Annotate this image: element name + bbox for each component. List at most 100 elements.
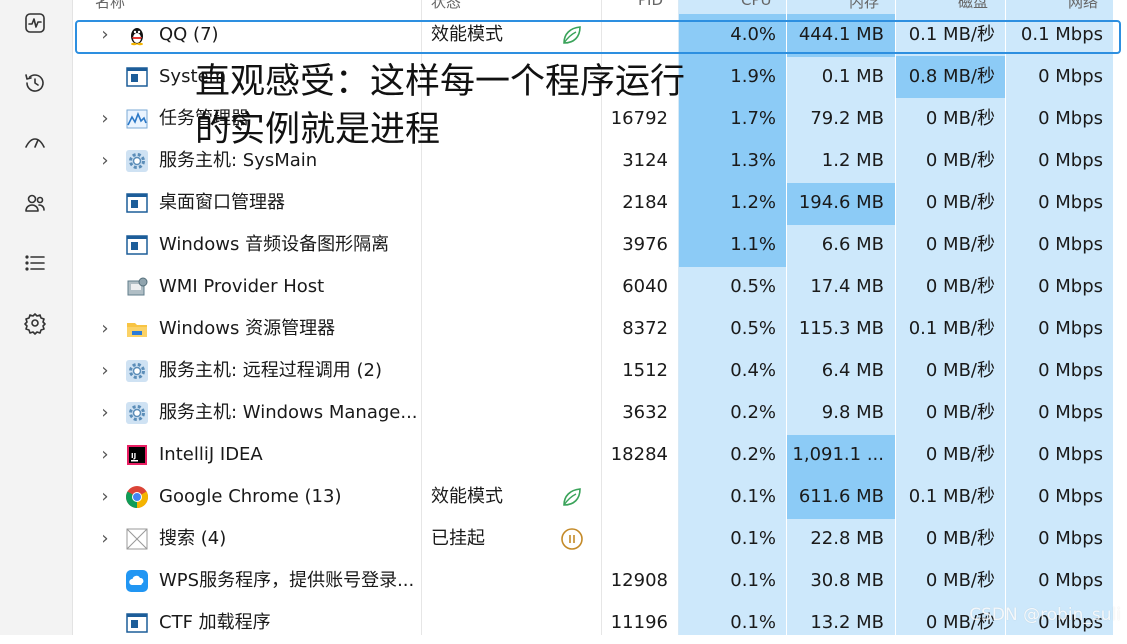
process-list: 名称 状态 PID CPU 内存 磁盘 网络 › QQ (7) 效能模式 4.0% 44…	[73, 0, 1127, 635]
process-cpu: 0.1%	[730, 486, 776, 507]
disk-high-highlight	[895, 56, 1005, 98]
chevron-right-icon[interactable]: ›	[101, 402, 109, 423]
header-memory[interactable]: 内存	[849, 0, 880, 11]
process-cpu: 0.1%	[730, 528, 776, 549]
process-disk: 0 MB/秒	[925, 360, 995, 381]
process-row[interactable]: System 1.9% 0.1 MB 0.8 MB/秒 0 Mbps	[73, 56, 1127, 98]
process-row[interactable]: 桌面窗口管理器 2184 1.2% 194.6 MB 0 MB/秒 0 Mbps	[73, 182, 1127, 224]
header-network[interactable]: 网络	[1068, 0, 1099, 11]
disk-column-bg	[895, 0, 1005, 635]
header-cpu[interactable]: CPU	[741, 0, 772, 9]
process-disk: 0 MB/秒	[925, 108, 995, 129]
process-network: 0 Mbps	[1038, 360, 1103, 381]
process-name: WMI Provider Host	[159, 276, 325, 297]
chevron-right-icon[interactable]: ›	[101, 444, 109, 465]
process-row[interactable]: WPS服务程序，提供账号登录... 12908 0.1% 30.8 MB 0 MB/秒 0…	[73, 560, 1127, 602]
process-status: 效能模式	[431, 486, 503, 507]
process-row[interactable]: › 服务主机: SysMain 3124 1.3% 1.2 MB 0 MB/秒 0 Mbps	[73, 140, 1127, 182]
header-pid[interactable]: PID	[638, 0, 664, 9]
details-icon[interactable]	[22, 250, 48, 276]
process-row[interactable]: › 任务管理器 16792 1.7% 79.2 MB 0 MB/秒 0 Mbps	[73, 98, 1127, 140]
services-icon[interactable]	[22, 310, 48, 336]
chevron-right-icon[interactable]: ›	[101, 486, 109, 507]
process-row[interactable]: WMI Provider Host 6040 0.5% 17.4 MB 0 MB/秒 0 …	[73, 266, 1127, 308]
process-pid: 8372	[622, 318, 668, 339]
process-status: 效能模式	[431, 24, 503, 45]
process-disk: 0 MB/秒	[925, 444, 995, 465]
process-network: 0 Mbps	[1038, 66, 1103, 87]
process-row[interactable]: › QQ (7) 效能模式 4.0% 444.1 MB 0.1 MB/秒 0.1 Mbps	[73, 14, 1127, 56]
process-memory: 194.6 MB	[798, 192, 884, 213]
process-status	[431, 560, 551, 602]
app-history-icon[interactable]	[22, 70, 48, 96]
process-network: 0 Mbps	[1038, 276, 1103, 297]
process-memory: 1.2 MB	[821, 150, 884, 171]
process-cpu: 1.2%	[730, 192, 776, 213]
process-status	[431, 434, 551, 476]
process-row[interactable]: › Windows 资源管理器 8372 0.5% 115.3 MB 0.1 MB/秒 0 …	[73, 308, 1127, 350]
process-name: IntelliJ IDEA	[159, 444, 263, 465]
process-memory: 30.8 MB	[810, 570, 884, 591]
process-memory: 13.2 MB	[810, 612, 884, 633]
process-status	[431, 224, 551, 266]
chevron-right-icon[interactable]: ›	[101, 360, 109, 381]
window-icon	[125, 191, 149, 215]
process-pid	[603, 518, 668, 560]
process-row[interactable]: › IJ IntelliJ IDEA 18284 0.2% 1,091.1 ... 0 MB…	[73, 434, 1127, 476]
process-memory: 0.1 MB	[821, 66, 884, 87]
process-status: 已挂起	[431, 528, 485, 549]
process-pid	[603, 14, 668, 56]
process-cpu: 4.0%	[730, 24, 776, 45]
process-pid: 12908	[610, 570, 668, 591]
process-cpu: 0.5%	[730, 276, 776, 297]
chevron-right-icon[interactable]: ›	[101, 318, 109, 339]
header-disk[interactable]: 磁盘	[958, 0, 989, 11]
process-memory: 9.8 MB	[821, 402, 884, 423]
chevron-right-icon[interactable]: ›	[101, 150, 109, 171]
leaf-icon	[560, 23, 584, 47]
process-name: 任务管理器	[159, 108, 249, 129]
process-network: 0 Mbps	[1038, 444, 1103, 465]
process-disk: 0 MB/秒	[925, 276, 995, 297]
startup-icon[interactable]	[22, 130, 48, 156]
chevron-right-icon[interactable]: ›	[101, 528, 109, 549]
chevron-right-icon[interactable]: ›	[101, 24, 109, 45]
process-disk: 0.8 MB/秒	[908, 66, 995, 87]
process-network: 0 Mbps	[1038, 486, 1103, 507]
performance-icon[interactable]	[22, 10, 48, 36]
process-row[interactable]: › Google Chrome (13) 效能模式 0.1% 611.6 MB 0.1 M…	[73, 476, 1127, 518]
process-row[interactable]: › 服务主机: Windows Manage... 3632 0.2% 9.8 MB 0 …	[73, 392, 1127, 434]
header-status[interactable]: 状态	[431, 0, 462, 11]
header-name[interactable]: 名称	[95, 0, 126, 11]
watermark: CSDN @robin_suli	[969, 605, 1121, 625]
process-cpu: 1.3%	[730, 150, 776, 171]
sidebar	[0, 0, 73, 635]
process-status	[431, 392, 551, 434]
wmi-icon	[125, 275, 149, 299]
search-app-icon	[125, 527, 149, 551]
process-disk: 0.1 MB/秒	[908, 486, 995, 507]
process-name: QQ (7)	[159, 24, 219, 45]
process-row[interactable]: Windows 音频设备图形隔离 3976 1.1% 6.6 MB 0 MB/秒 0 Mb…	[73, 224, 1127, 266]
network-column-bg	[1005, 0, 1113, 635]
process-pid: 3124	[622, 150, 668, 171]
process-status	[431, 602, 551, 644]
qq-icon	[125, 23, 149, 47]
column-header-row: 名称 状态 PID CPU 内存 磁盘 网络	[73, 0, 1127, 14]
process-row[interactable]: › 搜索 (4) 已挂起 0.1% 22.8 MB 0 MB/秒 0 Mbps	[73, 518, 1127, 560]
process-network: 0 Mbps	[1038, 192, 1103, 213]
process-row[interactable]: CTF 加载程序 11196 0.1% 13.2 MB 0 MB/秒 0 Mbps	[73, 602, 1127, 644]
process-network: 0 Mbps	[1038, 150, 1103, 171]
process-network: 0.1 Mbps	[1020, 24, 1103, 45]
process-row[interactable]: › 服务主机: 远程过程调用 (2) 1512 0.4% 6.4 MB 0 MB/秒 0 M…	[73, 350, 1127, 392]
memory-column-bg	[786, 0, 895, 635]
process-disk: 0.1 MB/秒	[908, 24, 995, 45]
chevron-right-icon[interactable]: ›	[101, 108, 109, 129]
window-icon	[125, 65, 149, 89]
pause-icon	[560, 527, 584, 551]
process-name: 服务主机: 远程过程调用 (2)	[159, 360, 383, 381]
process-memory: 444.1 MB	[798, 24, 884, 45]
users-icon[interactable]	[22, 190, 48, 216]
process-name: 服务主机: SysMain	[159, 150, 318, 171]
process-network: 0 Mbps	[1038, 570, 1103, 591]
